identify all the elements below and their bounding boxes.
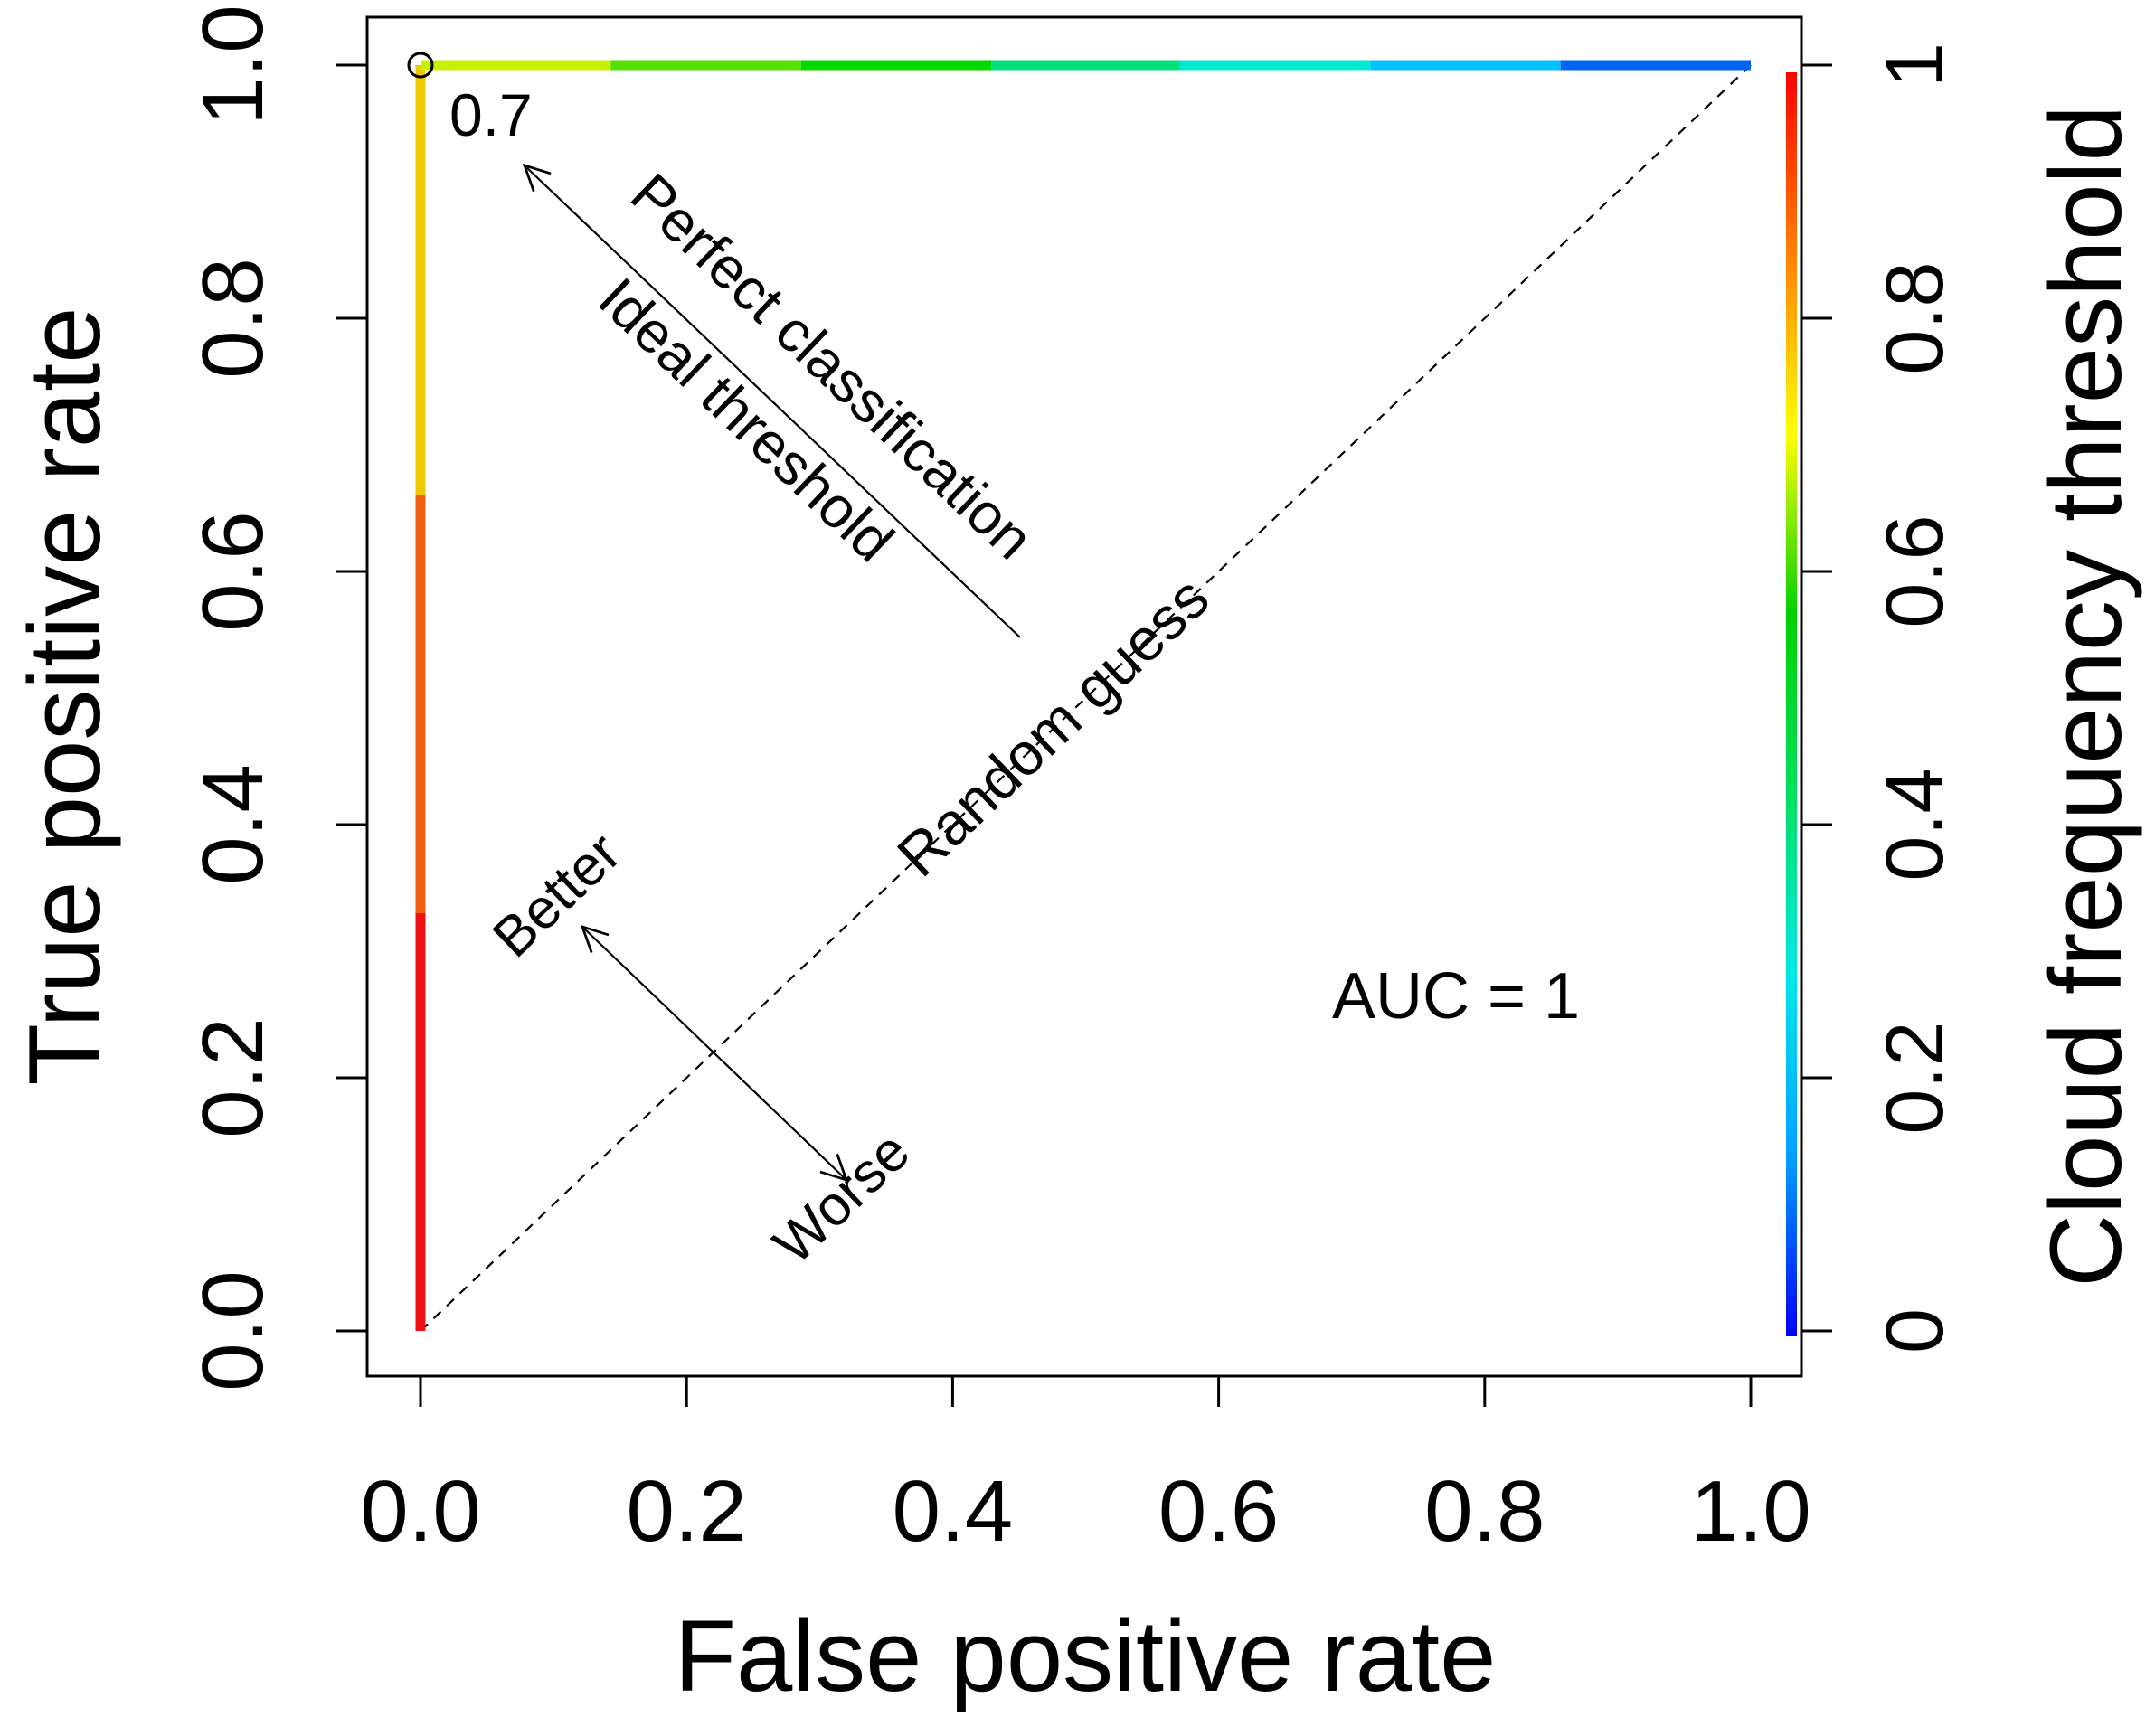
x-tick-label: 0.0 xyxy=(360,1463,480,1560)
x-tick-label: 0.6 xyxy=(1158,1463,1279,1560)
y-axis: 0.0 0.2 0.4 0.6 0.8 1.0 True positive rate xyxy=(8,5,369,1392)
y-ticks: 0.0 0.2 0.4 0.6 0.8 1.0 xyxy=(184,5,367,1392)
x-axis: 0.0 0.2 0.4 0.6 0.8 1.0 False positive rate xyxy=(360,1374,1811,1712)
y2-axis-label: Cloud frequency threshold xyxy=(2029,105,2142,1287)
annotations: Perfect classification Ideal threshold R… xyxy=(481,161,1580,1277)
colorbar xyxy=(1786,72,1797,1336)
y-tick-label: 0.6 xyxy=(184,511,281,631)
x-tick-label: 1.0 xyxy=(1690,1463,1810,1560)
threshold-point xyxy=(407,52,434,79)
y-tick-label: 1.0 xyxy=(184,5,281,125)
threshold-label: 0.7 xyxy=(449,81,533,148)
y2-tick-label: 0 xyxy=(1870,1308,1961,1354)
perfect-arrow xyxy=(522,163,1021,638)
y-tick-label: 0.2 xyxy=(184,1017,281,1137)
y-tick-label: 0.0 xyxy=(184,1270,281,1391)
y-axis-label: True positive rate xyxy=(8,307,121,1085)
better-worse-arrow xyxy=(580,924,849,1183)
y2-tick-label: 1 xyxy=(1870,42,1961,88)
y2-axis: 0 0.2 0.4 0.6 0.8 1 Cloud frequency threshold xyxy=(1800,42,2142,1354)
random-guess-label: Random guess xyxy=(884,563,1222,889)
x-tick-label: 0.2 xyxy=(626,1463,746,1560)
roc-curve xyxy=(415,60,1751,1331)
y2-ticks: 0 0.2 0.4 0.6 0.8 1 xyxy=(1801,42,1961,1354)
x-tick-label: 0.8 xyxy=(1424,1463,1545,1560)
y2-tick-label: 0.8 xyxy=(1870,261,1961,374)
better-label: Better xyxy=(481,821,632,969)
x-axis-label: False positive rate xyxy=(675,1599,1497,1712)
x-ticks: 0.0 0.2 0.4 0.6 0.8 1.0 xyxy=(360,1376,1811,1560)
y2-tick-label: 0.4 xyxy=(1870,768,1961,881)
worse-label: Worse xyxy=(762,1120,922,1277)
y2-tick-label: 0.2 xyxy=(1870,1021,1961,1134)
x-tick-label: 0.4 xyxy=(893,1463,1013,1560)
y-tick-label: 0.4 xyxy=(184,764,281,884)
y-tick-label: 0.8 xyxy=(184,258,281,378)
y2-tick-label: 0.6 xyxy=(1870,514,1961,627)
auc-label: AUC = 1 xyxy=(1332,960,1580,1033)
